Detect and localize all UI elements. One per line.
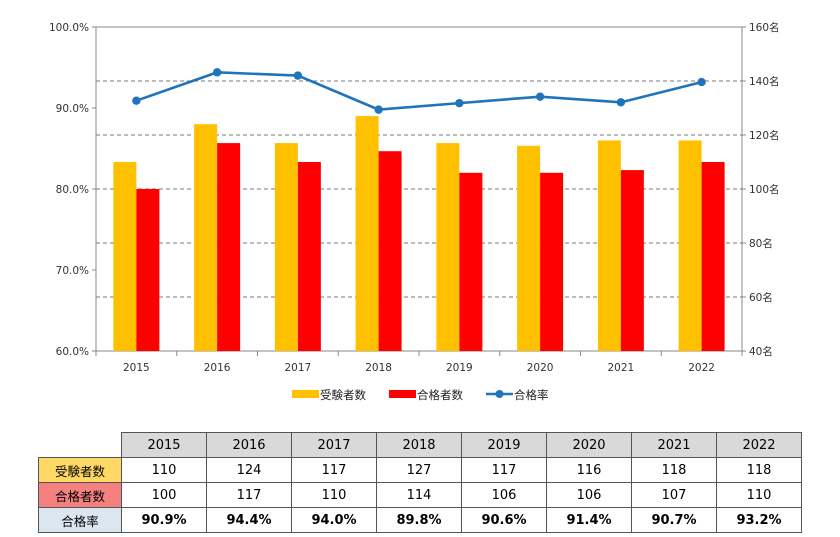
pass-rate-point [535, 92, 545, 101]
left-axis-label: 60.0% [56, 346, 89, 358]
table-header-cell: 2015 [121, 432, 207, 458]
x-axis-label: 2019 [446, 362, 473, 374]
table-header-cell: 2018 [376, 432, 462, 458]
legend-swatch [389, 390, 416, 398]
bar-examinees [274, 143, 298, 351]
table-cell: 117 [461, 457, 547, 483]
x-axis-label: 2020 [527, 362, 554, 374]
table-header-row: 2015 2016 2017 2018 2019 2020 2021 2022 [39, 432, 802, 458]
table-cell: 114 [376, 482, 462, 508]
right-axis-label: 160名 [749, 21, 780, 34]
bar-examinees [517, 145, 541, 351]
x-axis-label: 2021 [608, 362, 635, 374]
bar-passers [540, 172, 564, 351]
bar-passers [459, 172, 483, 351]
row-label-passers: 合格者数 [38, 482, 122, 508]
table-cell: 117 [206, 482, 292, 508]
table-cell: 124 [206, 457, 292, 483]
right-axis-label: 140名 [749, 75, 780, 88]
pass-rate-line [135, 71, 702, 111]
table-cell: 118 [716, 457, 802, 483]
table-header-cell: 2016 [206, 432, 292, 458]
bar-passers [378, 151, 402, 351]
legend-swatch [292, 390, 319, 398]
bar-examinees [678, 140, 702, 351]
table-cell: 110 [291, 482, 377, 508]
left-axis-label: 70.0% [56, 265, 89, 277]
right-axis-label: 120名 [749, 129, 780, 142]
x-axis-label: 2018 [365, 362, 392, 374]
bar-examinees [436, 143, 460, 351]
left-axis-label: 90.0% [56, 103, 89, 115]
left-axis-label: 80.0% [56, 184, 89, 196]
data-table: 2015 2016 2017 2018 2019 2020 2021 2022 … [38, 432, 802, 533]
legend-label: 受験者数 [320, 388, 366, 402]
x-axis-label: 2016 [204, 362, 231, 374]
right-axis-label: 60名 [749, 291, 773, 304]
table-cell: 110 [121, 457, 207, 483]
table-cell: 90.9% [121, 507, 207, 533]
table-cell: 107 [631, 482, 717, 508]
pass-rate-point [132, 96, 141, 105]
pass-rate-point [293, 71, 303, 80]
table-corner [39, 433, 122, 458]
table-cell: 94.4% [206, 507, 292, 533]
bar-examinees [355, 116, 379, 351]
legend-label: 合格者数 [417, 388, 463, 402]
x-axis-label: 2022 [688, 362, 715, 374]
table-cell: 90.6% [461, 507, 547, 533]
table-cell: 118 [631, 457, 717, 483]
left-axis-label: 100.0% [49, 22, 89, 34]
table-header-cell: 2019 [461, 432, 547, 458]
table-cell: 94.0% [291, 507, 377, 533]
table-cell: 117 [291, 457, 377, 483]
row-label-examinees: 受験者数 [38, 457, 122, 483]
x-axis-label: 2017 [285, 362, 312, 374]
table-row-passers: 合格者数 100 117 110 114 106 106 107 110 [38, 482, 802, 508]
pass-rate-point [212, 68, 222, 77]
right-axis-label: 80名 [749, 237, 773, 250]
bar-passers [701, 162, 725, 351]
table-header-cell: 2022 [716, 432, 802, 458]
bar-passers [217, 143, 241, 351]
table-cell: 91.4% [546, 507, 632, 533]
pass-rate-point [616, 98, 626, 107]
pass-rate-point [374, 105, 383, 114]
pass-rate-point [697, 77, 706, 87]
combo-chart: 60.0% 70.0% 80.0% 90.0% 100.0% 40名 60名 80名 100名 1… [49, 21, 780, 402]
bar-examinees [597, 140, 621, 351]
table-cell: 127 [376, 457, 462, 483]
table-cell: 106 [546, 482, 632, 508]
bar-examinees [113, 162, 137, 351]
table-cell: 100 [121, 482, 207, 508]
table-cell: 110 [716, 482, 802, 508]
table-cell: 93.2% [716, 507, 802, 533]
table-cell: 106 [461, 482, 547, 508]
table-cell: 89.8% [376, 507, 462, 533]
row-label-pass-rate: 合格率 [38, 507, 122, 533]
right-axis-label: 100名 [749, 183, 780, 196]
legend-label: 合格率 [514, 388, 549, 402]
table-row-examinees: 受験者数 110 124 117 127 117 116 118 118 [38, 457, 802, 483]
bar-passers [297, 162, 321, 351]
bar-examinees [194, 124, 218, 351]
pass-rate-point [455, 98, 464, 108]
table-header-cell: 2021 [631, 432, 717, 458]
table-header-cell: 2017 [291, 432, 377, 458]
right-axis-label: 40名 [749, 345, 773, 358]
x-axis-label: 2015 [123, 362, 150, 374]
table-header-cell: 2020 [546, 432, 632, 458]
bar-passers [620, 170, 644, 351]
table-row-pass-rate: 合格率 90.9% 94.4% 94.0% 89.8% 90.6% 91.4% … [38, 507, 802, 533]
legend-marker [495, 390, 504, 398]
bar-passers [136, 189, 160, 351]
table-cell: 116 [546, 457, 632, 483]
table-cell: 90.7% [631, 507, 717, 533]
